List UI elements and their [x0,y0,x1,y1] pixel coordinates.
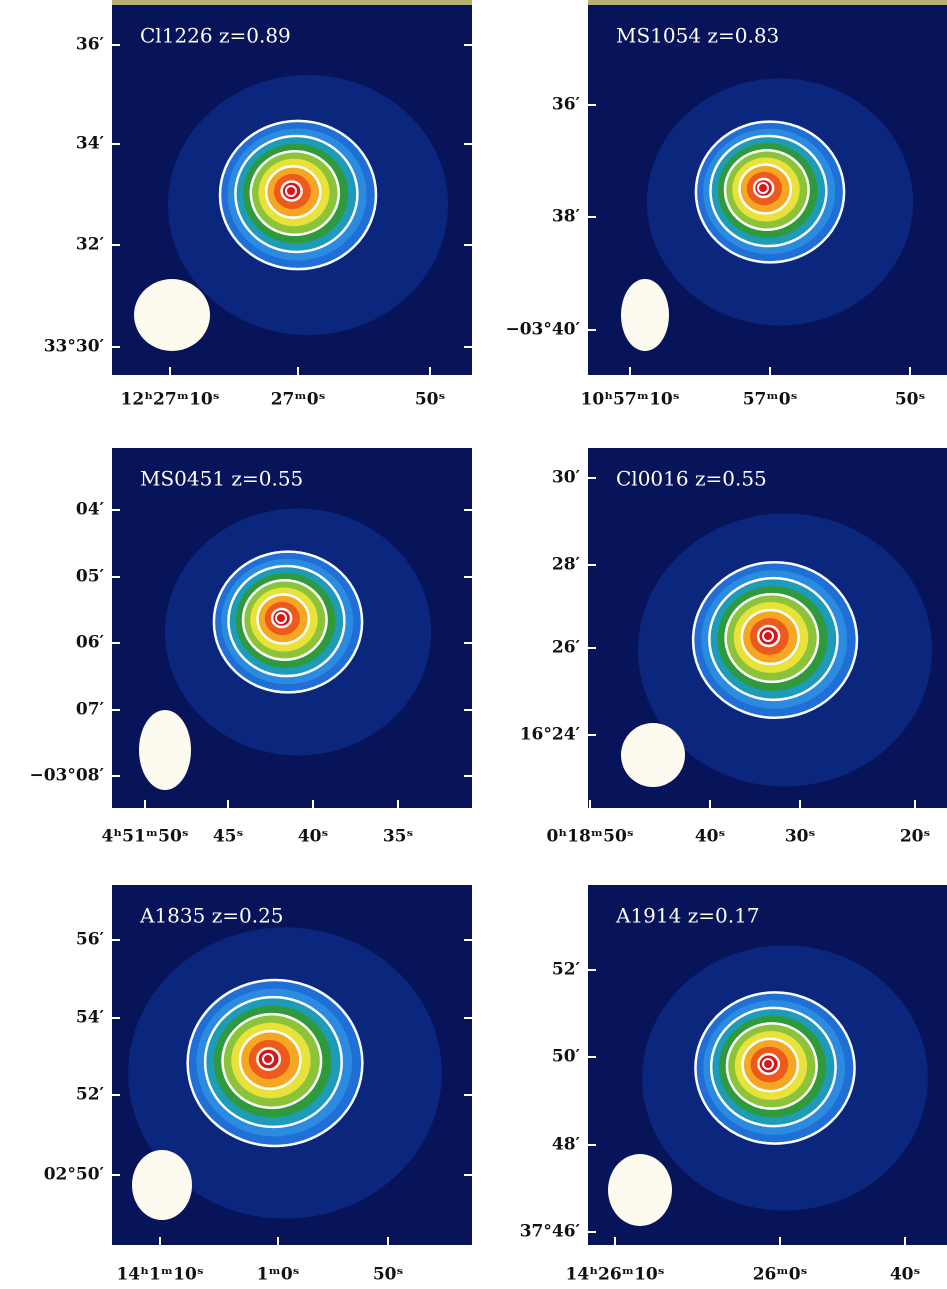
beam [608,1154,672,1226]
x-tick-label: 50ˢ [373,1265,404,1285]
panels: Cl1226 z=0.89 MS1054 z=0.83 MS0451 z=0.55 C… [112,5,947,1245]
x-tick-label: 1ᵐ0ˢ [257,1265,300,1285]
y-tick-label: 28′ [552,555,581,575]
x-tick-label: 0ʰ18ᵐ50ˢ [546,827,633,847]
beam [134,279,210,351]
panel: Cl1226 z=0.89 [112,5,472,375]
panel: A1835 z=0.25 [112,885,472,1245]
peak [762,1058,774,1070]
top-bar [588,0,947,5]
panel-title: MS0451 z=0.55 [140,467,303,491]
y-tick-label: 06′ [76,633,105,653]
peak [285,185,297,197]
x-tick-label: 10ʰ57ᵐ10ˢ [581,390,680,410]
peak [275,612,287,624]
y-tick-label: 33°30′ [44,337,105,357]
y-tick-label: 38′ [552,207,581,227]
y-tick-label: 34′ [76,134,105,154]
y-tick-label: 50′ [552,1047,581,1067]
beam [621,279,669,351]
x-tick-label: 27ᵐ0ˢ [271,390,326,410]
y-tick-label: 37°46′ [520,1222,581,1242]
y-tick-label: −03°08′ [29,766,104,786]
top-bar [112,0,472,5]
x-tick-label: 40ˢ [298,827,329,847]
y-tick-label: 07′ [76,700,105,720]
peak [757,182,769,194]
beam [621,723,685,787]
panel-title: A1914 z=0.17 [615,904,760,928]
peak [262,1053,274,1065]
x-tick-label: 40ˢ [695,827,726,847]
x-tick-label: 14ʰ26ᵐ10ˢ [566,1265,665,1285]
y-tick-label: 04′ [76,500,105,520]
y-tick-label: −03°40′ [505,320,580,340]
panel: A1914 z=0.17 [588,885,947,1245]
y-tick-label: 16°24′ [520,725,581,745]
x-tick-label: 12ʰ27ᵐ10ˢ [121,390,220,410]
y-tick-label: 05′ [76,567,105,587]
y-tick-label: 48′ [552,1135,581,1155]
beam [139,710,191,790]
panel-title: Cl0016 z=0.55 [616,467,767,491]
panel: Cl0016 z=0.55 [588,448,947,808]
beam [132,1150,192,1220]
y-tick-label: 02°50′ [44,1165,105,1185]
x-tick-label: 50ˢ [415,390,446,410]
x-tick-label: 26ᵐ0ˢ [753,1265,808,1285]
x-tick-label: 40ˢ [890,1265,921,1285]
panel: MS1054 z=0.83 [588,5,947,375]
x-tick-label: 50ˢ [895,390,926,410]
x-tick-label: 4ʰ51ᵐ50ˢ [101,827,188,847]
x-tick-label: 14ʰ1ᵐ10ˢ [116,1265,203,1285]
x-tick-label: 30ˢ [785,827,816,847]
y-tick-label: 56′ [76,930,105,950]
y-tick-label: 32′ [76,235,105,255]
y-tick-label: 52′ [76,1085,105,1105]
y-tick-label: 26′ [552,638,581,658]
x-tick-label: 20ˢ [900,827,931,847]
y-tick-label: 52′ [552,960,581,980]
x-tick-label: 35ˢ [383,827,414,847]
panel-title: MS1054 z=0.83 [616,24,779,48]
y-tick-label: 30′ [552,468,581,488]
y-tick-label: 36′ [552,95,581,115]
x-tick-label: 57ᵐ0ˢ [743,390,798,410]
x-tick-label: 45ˢ [213,827,244,847]
panel-title: Cl1226 z=0.89 [140,24,291,48]
y-tick-label: 36′ [76,35,105,55]
y-tick-label: 54′ [76,1008,105,1028]
panel: MS0451 z=0.55 [112,448,472,808]
panel-title: A1835 z=0.25 [139,904,284,928]
peak [762,630,774,642]
